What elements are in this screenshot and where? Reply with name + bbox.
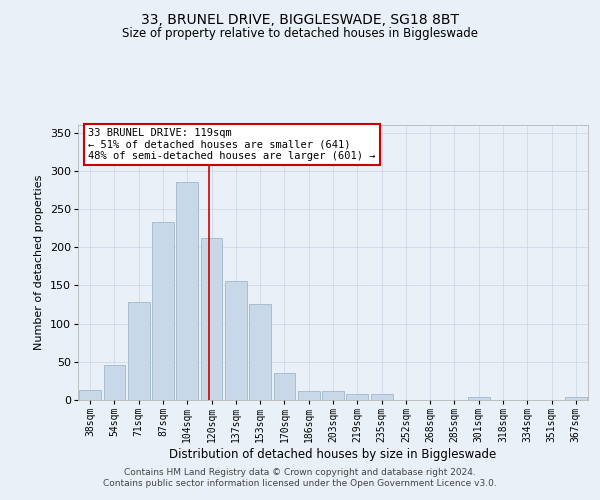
Bar bbox=[79, 390, 101, 400]
Bar bbox=[298, 391, 320, 400]
Bar bbox=[200, 238, 223, 400]
Bar bbox=[225, 281, 247, 400]
Bar bbox=[322, 391, 344, 400]
Bar bbox=[468, 397, 490, 400]
Bar bbox=[249, 304, 271, 400]
X-axis label: Distribution of detached houses by size in Biggleswade: Distribution of detached houses by size … bbox=[169, 448, 497, 461]
Text: 33, BRUNEL DRIVE, BIGGLESWADE, SG18 8BT: 33, BRUNEL DRIVE, BIGGLESWADE, SG18 8BT bbox=[141, 12, 459, 26]
Bar bbox=[371, 394, 392, 400]
Bar bbox=[152, 222, 174, 400]
Y-axis label: Number of detached properties: Number of detached properties bbox=[34, 175, 44, 350]
Text: Size of property relative to detached houses in Biggleswade: Size of property relative to detached ho… bbox=[122, 28, 478, 40]
Bar bbox=[565, 397, 587, 400]
Bar bbox=[346, 394, 368, 400]
Text: Contains HM Land Registry data © Crown copyright and database right 2024.
Contai: Contains HM Land Registry data © Crown c… bbox=[103, 468, 497, 487]
Bar bbox=[128, 302, 149, 400]
Bar bbox=[176, 182, 198, 400]
Bar bbox=[104, 365, 125, 400]
Bar bbox=[274, 374, 295, 400]
Text: 33 BRUNEL DRIVE: 119sqm
← 51% of detached houses are smaller (641)
48% of semi-d: 33 BRUNEL DRIVE: 119sqm ← 51% of detache… bbox=[88, 128, 376, 161]
